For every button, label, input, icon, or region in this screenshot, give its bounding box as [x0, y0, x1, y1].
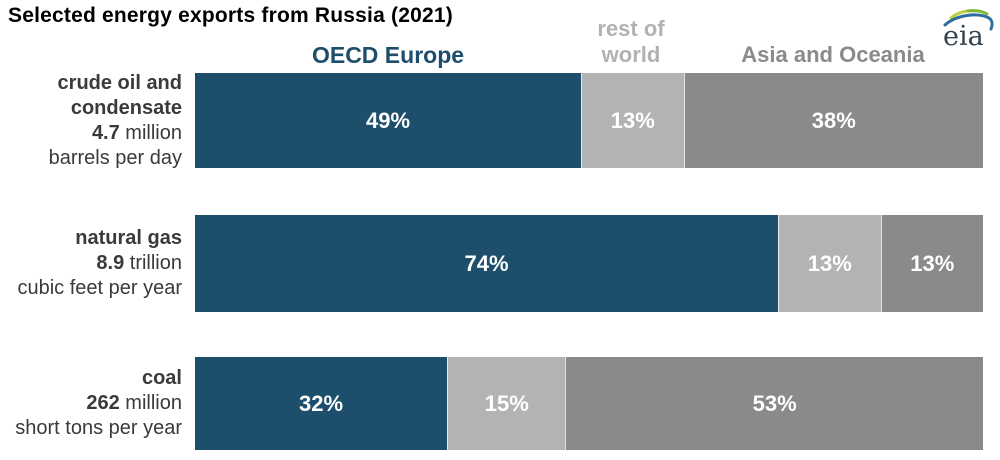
segment-value-label: 53%	[752, 390, 797, 416]
bar-segment-asia-oceania: 38%	[683, 73, 983, 168]
row-label-crude-oil: crude oil and condensate 4.7 million bar…	[0, 71, 195, 169]
eia-logo-text: eia	[943, 21, 984, 50]
stacked-bar-crude-oil: 49% 13% 38%	[195, 73, 983, 168]
stacked-bar-coal: 32% 15% 53%	[195, 357, 983, 450]
segment-value-label: 13%	[910, 250, 955, 276]
legend-oecd-europe: OECD Europe	[311, 42, 465, 68]
row-category-label: natural gas	[75, 227, 182, 249]
segment-value-label: 49%	[366, 107, 411, 133]
row-amount: 4.7 million	[91, 121, 182, 144]
row-category-label: coal	[141, 367, 182, 389]
bar-segment-rest-of-world: 15%	[447, 357, 566, 450]
legend-rest-of-world-line2: world	[601, 42, 661, 67]
row-amount: 262 million	[86, 392, 182, 414]
bar-segment-oecd-europe: 32%	[195, 357, 448, 450]
chart-title: Selected energy exports from Russia (202…	[8, 4, 453, 27]
segment-value-label: 15%	[484, 390, 529, 416]
segment-value-label: 13%	[610, 107, 655, 133]
bar-segment-oecd-europe: 49%	[195, 73, 582, 168]
eia-logo-green-arc2	[966, 9, 989, 16]
row-category-label: condensate	[70, 96, 182, 119]
legend-asia-oceania: Asia and Oceania	[741, 42, 925, 67]
chart-row-natural-gas: natural gas 8.9 trillion cubic feet per …	[0, 215, 1000, 312]
row-label-natural-gas: natural gas 8.9 trillion cubic feet per …	[0, 215, 195, 312]
eia-logo: eia	[943, 9, 994, 50]
chart-row-coal: coal 262 million short tons per year 32%…	[0, 357, 1000, 450]
stacked-bar-natural-gas: 74% 13% 13%	[195, 215, 983, 312]
segment-value-label: 38%	[811, 107, 856, 133]
bar-segment-asia-oceania: 13%	[880, 215, 983, 312]
row-unit: barrels per day	[48, 146, 182, 169]
row-unit: short tons per year	[15, 417, 182, 439]
row-label-coal: coal 262 million short tons per year	[0, 357, 195, 450]
legend-rest-of-world-line1: rest of	[597, 16, 665, 41]
segment-value-label: 32%	[299, 390, 344, 416]
bar-segment-asia-oceania: 53%	[565, 357, 983, 450]
bar-segment-oecd-europe: 74%	[195, 215, 779, 312]
segment-value-label: 13%	[807, 250, 852, 276]
chart-row-crude-oil: crude oil and condensate 4.7 million bar…	[0, 71, 1000, 169]
eia-logo-blue-swoosh	[943, 13, 994, 31]
row-category-label: crude oil and	[57, 71, 182, 94]
segment-value-label: 74%	[464, 250, 509, 276]
row-unit: cubic feet per year	[17, 277, 182, 299]
bar-segment-rest-of-world: 13%	[778, 215, 881, 312]
legend-rest-of-world: rest of world	[597, 16, 664, 68]
row-amount: 8.9 trillion	[96, 252, 182, 274]
bar-segment-rest-of-world: 13%	[581, 73, 684, 168]
